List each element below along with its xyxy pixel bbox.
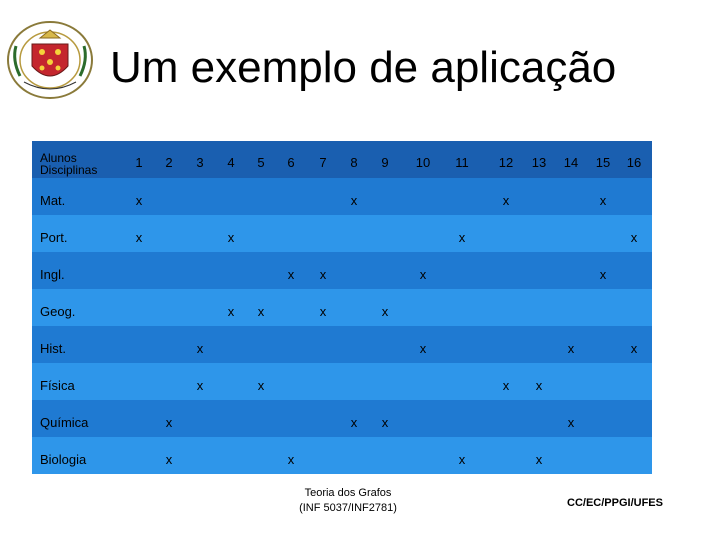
table-cell-mark: x: [196, 378, 204, 393]
row-label: Biologia: [40, 452, 87, 467]
row-label: Hist.: [40, 341, 66, 356]
column-header-10: 10: [415, 155, 431, 170]
row-label: Geog.: [40, 304, 76, 319]
course-code: (INF 5037/INF2781): [299, 502, 397, 514]
page-title: Um exemplo de aplicação: [110, 43, 617, 92]
column-header-16: 16: [626, 155, 642, 170]
row-label: Ingl.: [40, 267, 65, 282]
column-header-3: 3: [196, 155, 204, 170]
table-row: Mat. x x x x: [32, 178, 652, 215]
table-cell-mark: x: [567, 415, 575, 430]
column-header-15: 15: [595, 155, 611, 170]
institution-label: CC/EC/PPGI/UFES: [567, 497, 663, 509]
column-header-6: 6: [287, 155, 295, 170]
row-label: Port.: [40, 230, 68, 245]
table-cell-mark: x: [381, 304, 389, 319]
table-cell-mark: x: [319, 267, 327, 282]
table-cell-mark: x: [165, 415, 173, 430]
table-cell-mark: x: [535, 378, 543, 393]
table-cell-mark: x: [567, 341, 575, 356]
column-header-14: 14: [563, 155, 579, 170]
header-label-line-2: Disciplinas: [40, 163, 98, 177]
table-row: Port. x x x x: [32, 215, 652, 252]
table-cell-mark: x: [630, 341, 638, 356]
table-cell-mark: x: [350, 193, 358, 208]
table-row: Geog. x x x x: [32, 289, 652, 326]
table-cell-mark: x: [458, 452, 466, 467]
table-cell-mark: x: [599, 193, 607, 208]
column-header-5: 5: [257, 155, 265, 170]
table-row: Biologia x x x x: [32, 437, 652, 474]
table-cell-mark: x: [599, 267, 607, 282]
table-cell-mark: x: [535, 452, 543, 467]
table-cell-mark: x: [419, 267, 427, 282]
table-cell-mark: x: [135, 193, 143, 208]
column-header-4: 4: [227, 155, 235, 170]
column-header-9: 9: [381, 155, 389, 170]
table-cell-mark: x: [227, 230, 235, 245]
column-header-7: 7: [319, 155, 327, 170]
row-label: Mat.: [40, 193, 66, 208]
table-cell-mark: x: [381, 415, 389, 430]
column-header-11: 11: [455, 155, 469, 170]
table-cell-mark: x: [227, 304, 235, 319]
column-header-2: 2: [165, 155, 173, 170]
table-cell-mark: x: [287, 452, 295, 467]
row-label: Física: [40, 378, 75, 393]
table-cell-mark: x: [165, 452, 173, 467]
table-header-row: Alunos Disciplinas 1 2 3 4 5 6 7 8 9 10 11 12 13 14 15…: [32, 141, 652, 178]
table-cell-mark: x: [135, 230, 143, 245]
table-cell-mark: x: [319, 304, 327, 319]
table-row: Química x x x x: [32, 400, 652, 437]
table-cell-mark: x: [257, 304, 265, 319]
header-label-line-1: Alunos: [40, 151, 77, 165]
table-row: Ingl. x x x x: [32, 252, 652, 289]
table-cell-mark: x: [257, 378, 265, 393]
table-row: Hist. x x x x: [32, 326, 652, 363]
table-cell-mark: x: [502, 193, 510, 208]
table-cell-mark: x: [350, 415, 358, 430]
table-cell-mark: x: [502, 378, 510, 393]
column-header-13: 13: [531, 155, 547, 170]
table-cell-mark: x: [196, 341, 204, 356]
schedule-table: Alunos Disciplinas 1 2 3 4 5 6 7 8 9 10 11 12 13 14 15…: [32, 141, 652, 474]
column-header-1: 1: [135, 155, 143, 170]
table-cell-mark: x: [458, 230, 466, 245]
table-row: Física x x x x: [32, 363, 652, 400]
table-header-label: Alunos Disciplinas: [40, 152, 97, 176]
table-cell-mark: x: [287, 267, 295, 282]
column-header-12: 12: [498, 155, 514, 170]
row-label: Química: [40, 415, 89, 430]
table-cell-mark: x: [630, 230, 638, 245]
course-name: Teoria dos Grafos: [304, 487, 392, 499]
column-header-8: 8: [350, 155, 358, 170]
university-crest-icon: [2, 16, 98, 100]
course-label: Teoria dos Grafos (INF 5037/INF2781): [248, 486, 448, 516]
table-cell-mark: x: [419, 341, 427, 356]
